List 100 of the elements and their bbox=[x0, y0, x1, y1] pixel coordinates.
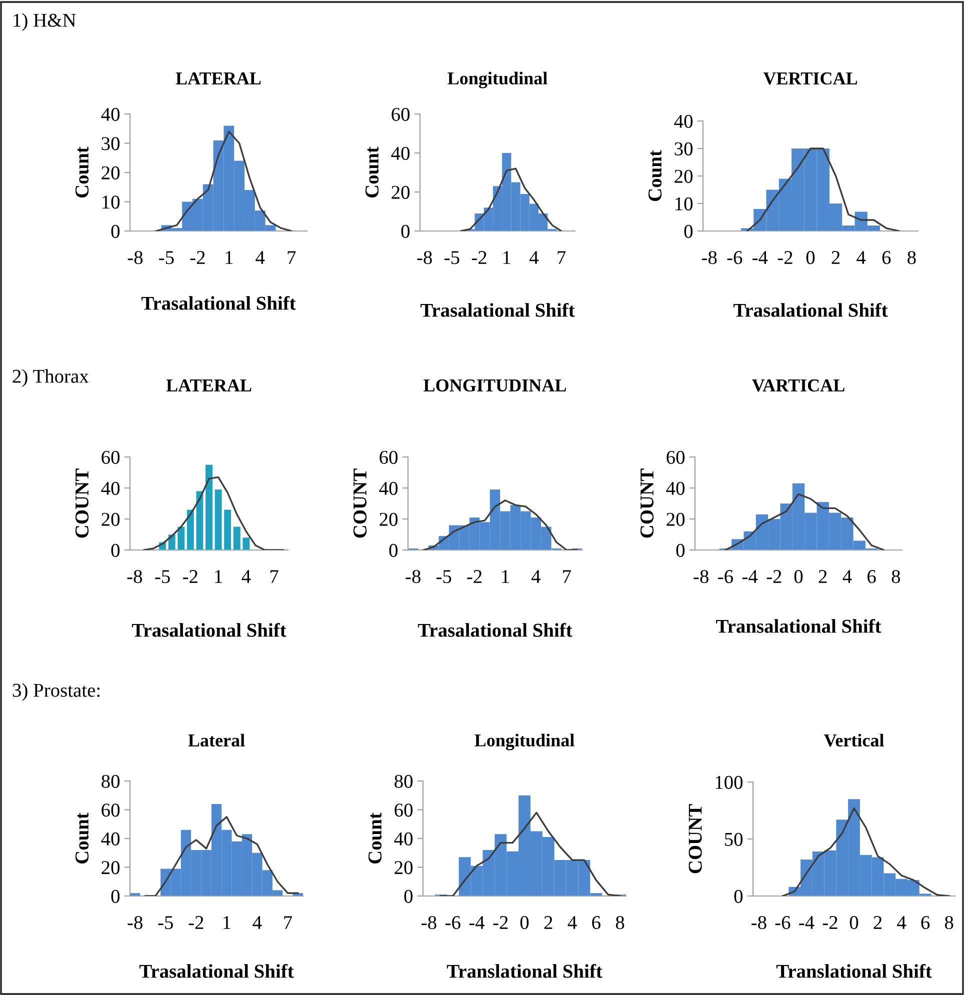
y-tick-label: 60 bbox=[666, 450, 685, 464]
x-tick-label: -8 bbox=[128, 251, 143, 264]
x-tick-label: 4 bbox=[568, 916, 577, 929]
y-tick-label: 0 bbox=[676, 544, 685, 557]
y-tick-label: 40 bbox=[101, 832, 120, 846]
x-axis-title: Trasalational Shift bbox=[733, 302, 888, 317]
y-tick-label: 20 bbox=[102, 166, 120, 180]
x-axis-title: Trasalational Shift bbox=[132, 622, 286, 637]
x-tick-label: -4 bbox=[799, 916, 814, 929]
x-tick-label: 7 bbox=[288, 251, 296, 264]
x-tick-label: -8 bbox=[422, 916, 436, 930]
y-tick-label: 40 bbox=[101, 108, 120, 121]
x-tick-label: 2 bbox=[832, 251, 840, 264]
x-tick-label: 0 bbox=[520, 916, 529, 930]
y-tick-label: 0 bbox=[401, 224, 410, 238]
x-tick-label: 4 bbox=[529, 251, 539, 264]
x-tick-label: -2 bbox=[766, 570, 782, 583]
x-tick-label: 0 bbox=[850, 916, 858, 930]
y-tick-label: 0 bbox=[734, 890, 743, 903]
x-tick-label: -2 bbox=[493, 916, 508, 929]
x-tick-label: 2 bbox=[544, 916, 552, 929]
chart-title: LATERAL bbox=[176, 72, 261, 84]
chart-title: Vertical bbox=[824, 734, 884, 747]
x-tick-label: -8 bbox=[694, 570, 708, 584]
y-axis-title: Count bbox=[365, 146, 379, 198]
x-axis-title: Trasalational Shift bbox=[420, 302, 575, 317]
x-tick-label: 6 bbox=[868, 570, 876, 584]
bar bbox=[206, 464, 212, 550]
x-tick-label: -8 bbox=[752, 916, 766, 930]
text: 1) H&N bbox=[14, 13, 76, 31]
y-tick-label: 10 bbox=[676, 197, 693, 210]
x-tick-label: -6 bbox=[445, 916, 460, 930]
line-series bbox=[144, 816, 299, 896]
y-tick-label: 60 bbox=[392, 108, 410, 121]
x-axis-title: Translational Shift bbox=[776, 964, 932, 978]
bar bbox=[186, 510, 194, 550]
y-tick-label: 60 bbox=[102, 804, 120, 817]
text: 2) Thorax bbox=[12, 369, 89, 387]
y-axis-title: COUNT bbox=[640, 468, 654, 538]
y-tick-label: 80 bbox=[394, 774, 413, 788]
y-tick-label: 20 bbox=[666, 512, 685, 526]
x-tick-label: 6 bbox=[882, 251, 891, 264]
y-tick-label: 0 bbox=[684, 224, 693, 238]
y-tick-label: 30 bbox=[102, 137, 120, 150]
x-tick-label: 1 bbox=[226, 251, 233, 264]
x-tick-label: -4 bbox=[469, 916, 485, 929]
bar bbox=[178, 526, 185, 550]
x-tick-label: -8 bbox=[417, 251, 432, 264]
x-tick-label: -2 bbox=[778, 251, 792, 264]
y-tick-label: 40 bbox=[101, 482, 120, 495]
y-axis-title: COUNT bbox=[688, 804, 702, 874]
line-series bbox=[724, 493, 885, 550]
x-tick-label: 8 bbox=[892, 570, 900, 584]
x-tick-label: 7 bbox=[270, 570, 278, 583]
x-tick-label: 4 bbox=[531, 570, 540, 583]
y-tick-label: 40 bbox=[394, 832, 413, 846]
y-tick-label: 20 bbox=[392, 186, 410, 199]
x-tick-label: -5 bbox=[155, 570, 170, 584]
x-tick-label: -6 bbox=[718, 570, 733, 584]
y-axis-title: Count bbox=[75, 146, 89, 198]
x-tick-label: 8 bbox=[944, 916, 954, 930]
x-tick-label: 4 bbox=[242, 570, 251, 583]
y-tick-label: 100 bbox=[716, 776, 743, 789]
x-tick-label: -5 bbox=[436, 570, 452, 584]
chart-title: Longitudinal bbox=[474, 734, 574, 750]
x-axis-title: Transalational Shift bbox=[716, 618, 882, 633]
x-tick-label: -4 bbox=[742, 570, 758, 583]
x-tick-label: 0 bbox=[794, 570, 803, 584]
x-tick-label: 4 bbox=[252, 916, 262, 929]
x-tick-label: 8 bbox=[908, 251, 916, 264]
bar bbox=[196, 491, 204, 550]
x-tick-label: -5 bbox=[158, 916, 173, 930]
x-tick-label: -6 bbox=[727, 251, 742, 264]
y-tick-label: 60 bbox=[394, 804, 413, 817]
y-tick-label: 0 bbox=[404, 890, 413, 903]
bar bbox=[214, 490, 222, 550]
x-tick-label: 7 bbox=[284, 916, 292, 929]
x-tick-label: -8 bbox=[406, 570, 420, 584]
x-axis-title: Translational Shift bbox=[446, 964, 602, 978]
chart-title: Lateral bbox=[188, 734, 245, 747]
y-axis-title: Count bbox=[648, 150, 662, 201]
line-series bbox=[746, 148, 900, 231]
line-series bbox=[155, 130, 292, 231]
y-tick-label: 60 bbox=[380, 450, 398, 464]
y-tick-label: 0 bbox=[111, 224, 120, 238]
x-tick-label: 2 bbox=[818, 570, 827, 583]
y-tick-label: 80 bbox=[102, 774, 120, 788]
x-axis-title: Trasalational Shift bbox=[418, 622, 572, 637]
y-tick-label: 20 bbox=[674, 170, 693, 183]
y-tick-label: 40 bbox=[379, 482, 398, 495]
chart-title: VERTICAL bbox=[763, 72, 858, 85]
y-tick-label: 50 bbox=[724, 832, 743, 846]
chart-title: VARTICAL bbox=[752, 379, 844, 392]
y-tick-label: 10 bbox=[102, 196, 120, 209]
x-tick-label: 7 bbox=[558, 251, 566, 264]
y-axis-title: Count bbox=[368, 812, 382, 864]
line-series bbox=[460, 168, 562, 231]
x-tick-label: -2 bbox=[822, 916, 838, 929]
x-axis-title: Trasalational Shift bbox=[141, 296, 296, 310]
bar bbox=[242, 538, 250, 550]
